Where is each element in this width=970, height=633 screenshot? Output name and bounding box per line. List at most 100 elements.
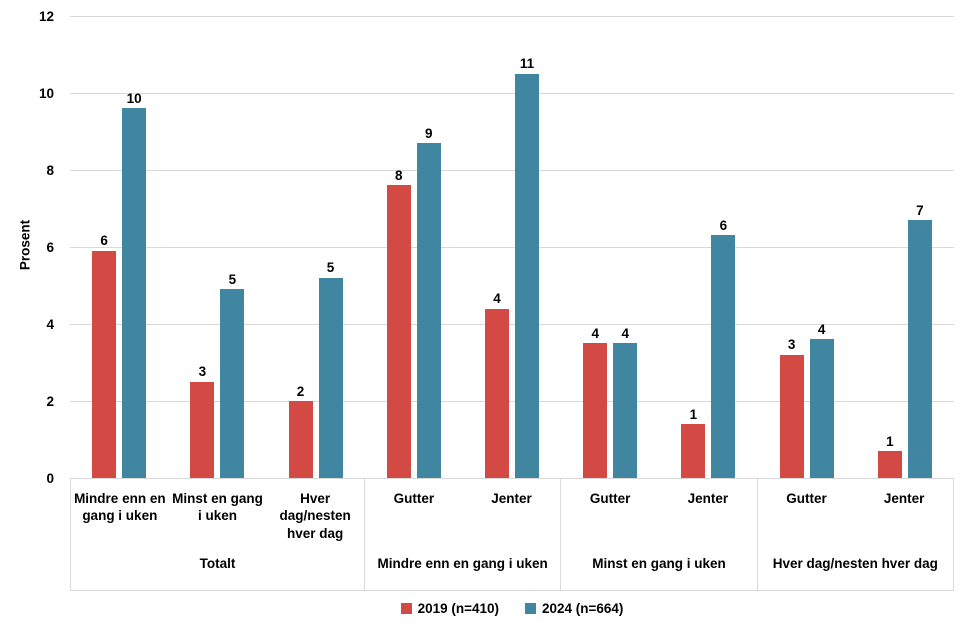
bar-value-label: 7 [916,202,924,218]
bar-2019 [386,185,411,478]
bar-value-label: 10 [126,90,142,106]
category-label: Gutter [758,490,856,550]
slot-labels-row: Gutter Jenter [561,490,756,550]
bar-and-label: 10 [122,16,147,478]
category-group-cell: Gutter Jenter Mindre enn en gang i uken [365,479,562,590]
bar-value-label: 11 [519,56,535,72]
legend-entry: 2019 (n=410) [400,601,499,616]
category-label-text: Gutter [786,491,827,506]
bar-value-label: 4 [817,321,826,337]
bar-value-label: 6 [719,217,728,233]
legend-swatch-2019 [400,603,412,614]
category-label-text: Jenter [687,491,729,506]
category-label: Gutter [365,490,463,550]
bar-value-label: 5 [228,271,237,287]
category-label-text: Jenter [491,491,532,506]
bar-slot: 4 11 [463,16,561,478]
category-group-cell: Gutter Jenter Minst en gang i uken [561,479,758,590]
y-axis-tick-label: 2 [46,393,54,409]
bar-2024 [907,220,932,478]
category-label-text: Jenter [883,491,925,506]
legend-entry: 2024 (n=664) [525,601,623,616]
bar-value-label: 1 [886,433,894,449]
bar-and-label: 1 [681,16,706,478]
slot-labels-row: Mindre enn en gang i uken Minst en gang i… [71,490,364,550]
bar-slot: 6 10 [70,16,168,478]
category-label-text: Gutter [393,491,435,506]
y-axis-tick-label: 4 [46,316,54,332]
category-label: Jenter [855,490,953,550]
y-axis-tick-label: 12 [38,8,54,24]
category-group-cell: Gutter Jenter Hver dag/nesten hver dag [758,479,953,590]
bar-value-label: 4 [591,325,599,341]
category-label: Jenter [463,490,561,550]
bar-and-label: 1 [877,16,902,478]
bar-2024 [318,277,343,478]
category-group-cell: Mindre enn en gang i uken Minst en gang i… [71,479,365,590]
y-axis: 0 2 4 6 8 10 12 [0,9,62,484]
category-label: Jenter [659,490,757,550]
bar-2019 [288,401,313,478]
gridline [70,324,954,326]
category-label-text: Minst en gang i uken [172,491,263,524]
bar-and-label: 5 [220,16,245,478]
y-axis-tick-label: 8 [46,162,54,178]
bar-2024 [122,108,147,478]
bar-2024 [416,143,441,478]
bar-value-label: 9 [425,125,433,141]
bar-2024 [220,289,245,478]
bars-container: 6 10 3 5 2 5 8 9 4 11 4 4 1 6 3 4 1 7 [70,16,954,478]
bar-and-label: 6 [711,16,736,478]
bar-group: 6 10 3 5 2 5 [70,16,365,478]
bar-2024 [809,339,834,478]
category-label: Gutter [561,490,659,550]
group-label: Hver dag/nesten hver dag [758,550,953,590]
bar-2019 [583,343,608,478]
group-label: Mindre enn en gang i uken [365,550,560,590]
bar-value-label: 3 [198,364,207,380]
bar-and-label: 9 [416,16,441,478]
legend-label: 2019 (n=410) [417,601,499,616]
bar-2019 [190,381,215,478]
category-label: Mindre enn en gang i uken [71,490,169,550]
category-label-text: Mindre enn en gang i uken [74,491,166,524]
bar-2024 [613,343,638,478]
bar-and-label: 6 [92,16,117,478]
category-label: Minst en gang i uken [169,490,267,550]
bar-value-label: 5 [326,260,335,276]
category-label-box: Mindre enn en gang i uken Minst en gang i… [70,478,954,591]
bar-group: 8 9 4 11 [365,16,561,478]
bar-2019 [681,424,706,478]
bar-value-label: 4 [493,291,501,307]
gridline [70,16,954,17]
group-label: Minst en gang i uken [561,550,756,590]
bar-value-label: 4 [621,325,629,341]
bar-2019 [779,354,804,478]
y-axis-tick-label: 6 [46,239,54,255]
bar-and-label: 11 [515,16,539,478]
slot-labels-row: Gutter Jenter [365,490,560,550]
y-axis-tick-label: 0 [46,470,54,486]
bar-2019 [877,451,902,478]
bar-2024 [515,73,539,478]
bar-and-label: 4 [809,16,834,478]
group-label: Totalt [71,550,364,590]
y-axis-tick-label: 10 [38,85,54,101]
group-label-text: Totalt [199,556,236,571]
gridline [70,170,954,172]
bar-value-label: 6 [100,233,108,249]
bar-and-label: 2 [288,16,313,478]
slot-labels-row: Gutter Jenter [758,490,953,550]
bar-and-label: 7 [907,16,932,478]
plot-area: 6 10 3 5 2 5 8 9 4 11 4 4 1 6 3 4 1 7 [70,16,954,478]
gridline [70,247,954,248]
category-label: Hver dag/nesten hver dag [266,490,364,550]
